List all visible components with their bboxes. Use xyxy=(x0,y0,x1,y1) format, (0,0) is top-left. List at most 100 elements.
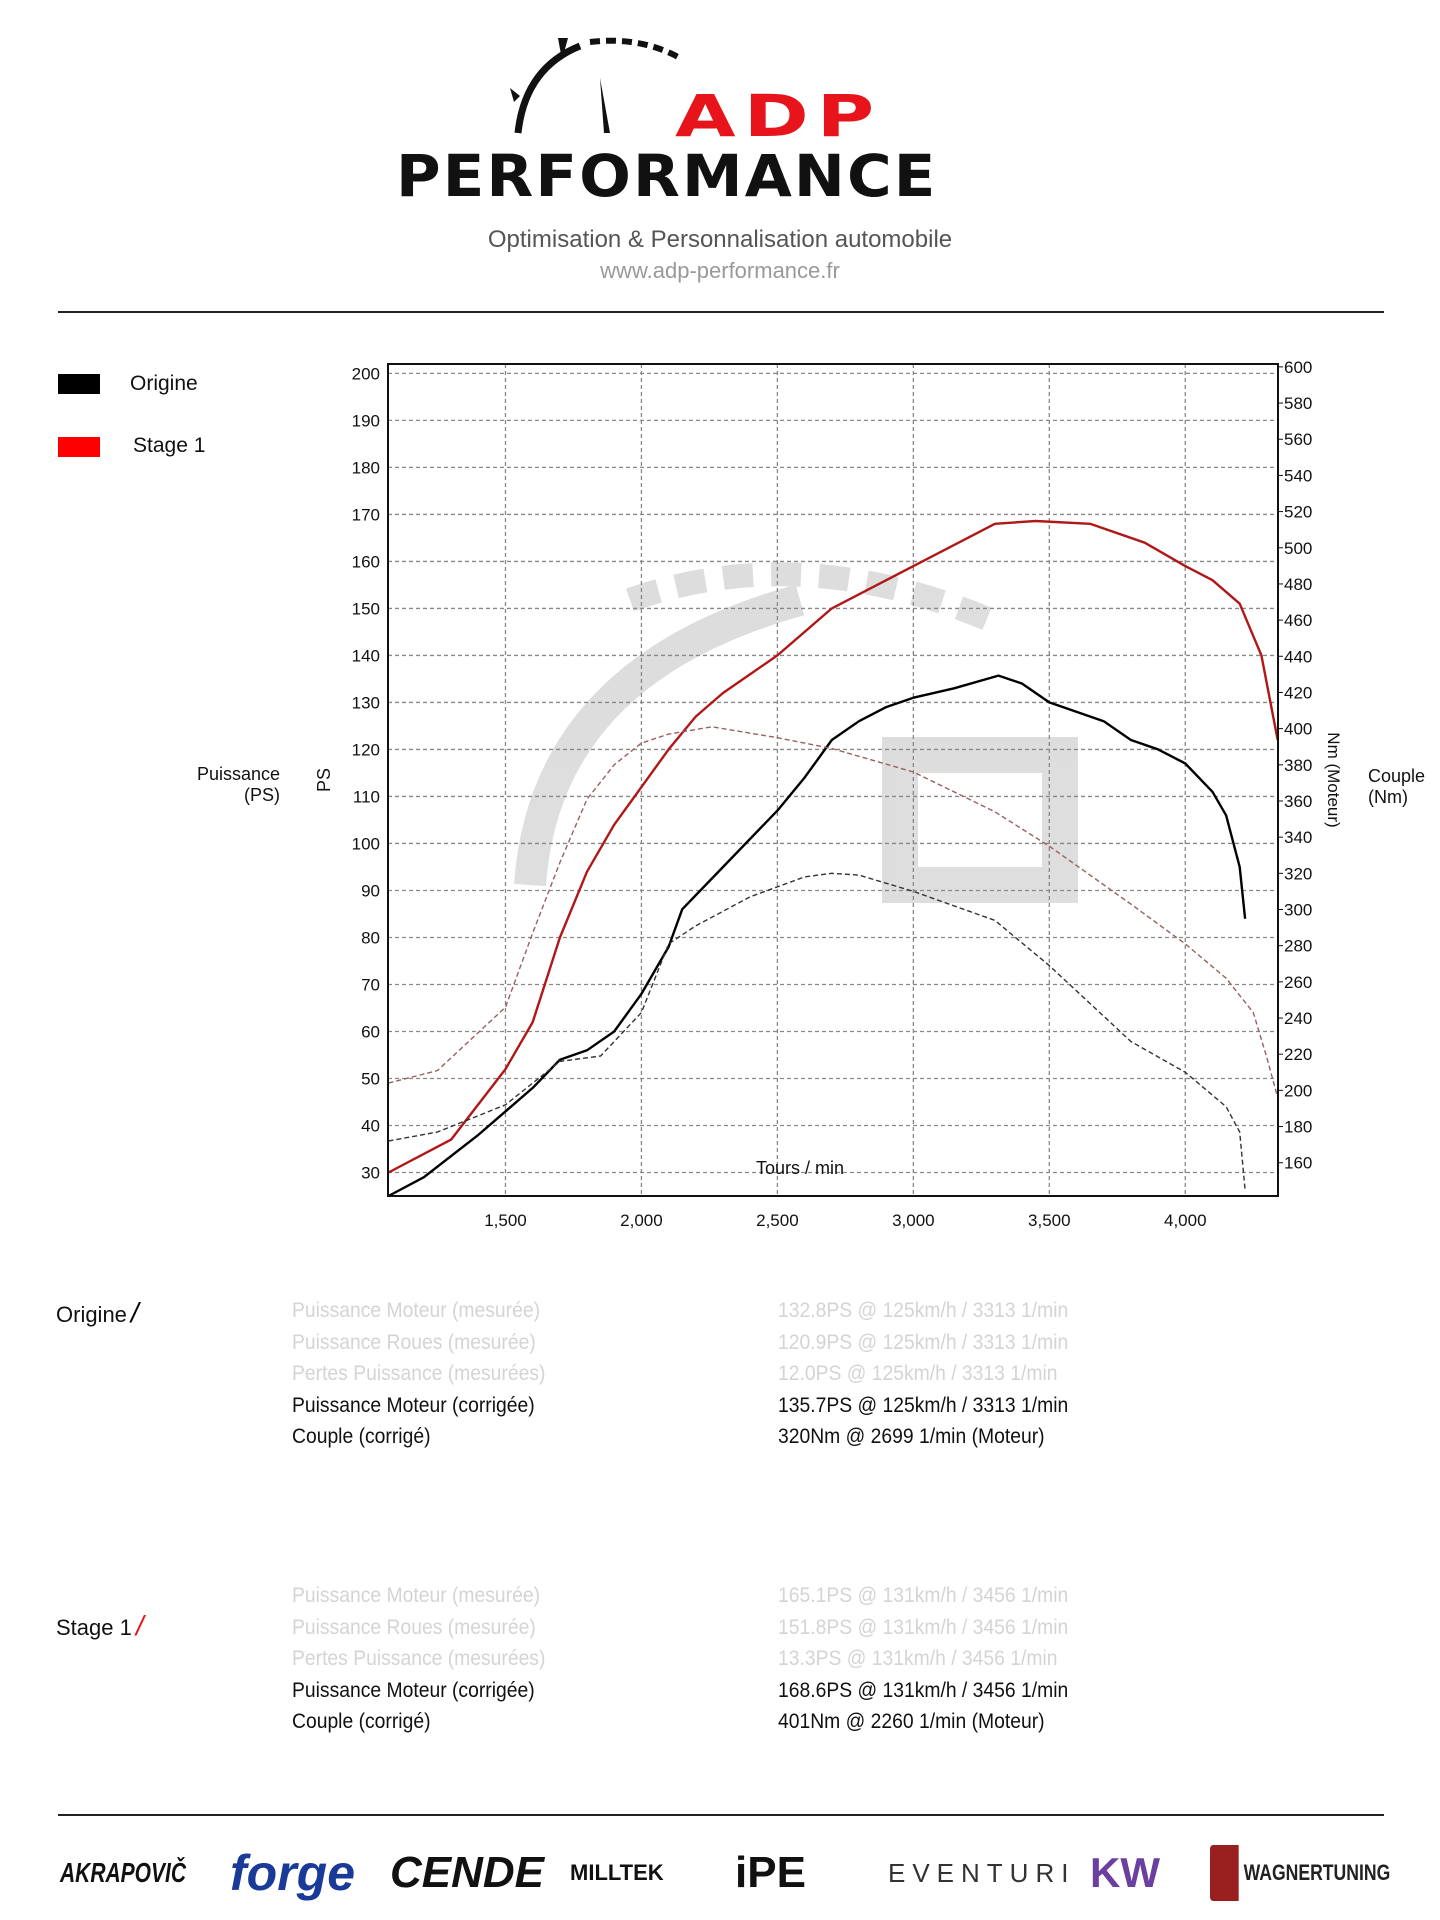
section-name: Origine xyxy=(56,1302,127,1327)
y2-tick-label: 280 xyxy=(1284,937,1312,956)
sponsor-logo: MILLTEK xyxy=(570,1860,664,1885)
legend-swatch-origine xyxy=(58,374,100,394)
sponsor-logo: AKRAPOVIČ xyxy=(60,1857,187,1888)
tagline: Optimisation & Personnalisation automobi… xyxy=(487,226,953,253)
y-tick-label: 190 xyxy=(352,411,380,430)
dyno-chart: 30 40 50 60 70 80 90 100 110 120 130 140 150 160 170 18… xyxy=(314,358,1343,1230)
y2-tick-label: 580 xyxy=(1284,394,1312,413)
power-unit: (PS) xyxy=(244,785,280,805)
series-power-origine xyxy=(387,674,1247,1198)
power-label: Puissance xyxy=(196,764,280,784)
x-tick-label: 3,500 xyxy=(1028,1211,1071,1230)
sponsor-logo: KW xyxy=(1090,1849,1160,1896)
y2-tick-label: 600 xyxy=(1284,358,1312,377)
y2-tick-label: 320 xyxy=(1284,864,1312,883)
result-name: Puissance Roues (mesurée) xyxy=(292,1330,536,1354)
sponsor-logo: iPE xyxy=(735,1848,806,1897)
result-value: 401Nm @ 2260 1/min (Moteur) xyxy=(778,1710,1045,1733)
result-name: Puissance Moteur (mesurée) xyxy=(292,1299,541,1322)
x-tick-label: 2,000 xyxy=(620,1211,663,1230)
y2-tick-label: 560 xyxy=(1284,430,1312,449)
y2-tick-label: 340 xyxy=(1284,828,1312,847)
result-name: Puissance Moteur (corrigée) xyxy=(292,1393,535,1417)
series-power-stage1 xyxy=(387,519,1279,1174)
result-value: 165.1PS @ 131km/h / 3456 1/min xyxy=(778,1584,1069,1607)
plot-frame xyxy=(387,363,1279,1197)
result-name: Puissance Moteur (mesurée) xyxy=(292,1584,541,1607)
y2-tick-label: 360 xyxy=(1284,792,1312,811)
y2-tick-label: 420 xyxy=(1284,683,1312,702)
x-tick-label: 1,500 xyxy=(484,1211,527,1230)
result-name: Couple (corrigé) xyxy=(292,1710,431,1733)
y2-tick-label: 500 xyxy=(1284,539,1312,558)
y2-tick-label: 260 xyxy=(1284,973,1312,992)
y-tick-label: 170 xyxy=(352,505,380,524)
x-tick-label: 2,500 xyxy=(756,1211,799,1230)
y-tick-label: 80 xyxy=(361,928,380,947)
y-tick-label: 50 xyxy=(361,1069,380,1088)
series-torque-origine xyxy=(388,872,1246,1190)
legend-label-origine: Origine xyxy=(130,372,198,395)
x-tick-label: 3,000 xyxy=(892,1211,935,1230)
y2-tick-label: 160 xyxy=(1284,1154,1312,1173)
y-tick-label: 160 xyxy=(352,552,380,571)
legend-label-stage1: Stage 1 xyxy=(133,434,206,457)
y2-tick-label: 240 xyxy=(1284,1009,1312,1028)
y2-tick-label: 220 xyxy=(1284,1045,1312,1064)
y2-tick-label: 440 xyxy=(1284,647,1312,666)
y-tick-label: 60 xyxy=(361,1022,380,1041)
result-name: Puissance Roues (mesurée) xyxy=(292,1615,536,1639)
slash-mark: / xyxy=(135,1610,144,1641)
watermark-logo xyxy=(514,562,1078,903)
y-tick-label: 90 xyxy=(361,881,380,900)
footer-divider xyxy=(58,1814,1384,1816)
header-divider xyxy=(58,311,1384,313)
result-name: Pertes Puissance (mesurées) xyxy=(292,1647,546,1670)
brand-adp: ADP xyxy=(675,82,883,150)
sponsor-logo: EVENTURI xyxy=(888,1857,1076,1888)
y2-tick-label: 480 xyxy=(1284,575,1312,594)
slash-mark: / xyxy=(130,1297,139,1328)
result-section-label: Stage 1/ xyxy=(56,1610,144,1642)
y2-tick-label: 460 xyxy=(1284,611,1312,630)
gauge-logo-icon xyxy=(510,37,682,134)
y-tick-label: 70 xyxy=(361,975,380,994)
y-tick-label: 140 xyxy=(352,646,380,665)
result-section-label: Origine / xyxy=(56,1297,139,1329)
power-side-label: Puissance (PS) xyxy=(170,764,280,806)
y-tick-label: 200 xyxy=(352,364,380,383)
result-value: 132.8PS @ 125km/h / 3313 1/min xyxy=(778,1299,1069,1322)
result-name: Couple (corrigé) xyxy=(292,1425,431,1448)
y2-tick-label: 300 xyxy=(1284,901,1312,920)
legend-swatch-stage1 xyxy=(58,437,100,457)
result-value: 120.9PS @ 125km/h / 3313 1/min xyxy=(778,1330,1069,1354)
y2-tick-label: 540 xyxy=(1284,466,1312,485)
series-torque-stage1 xyxy=(388,726,1279,1098)
result-name: Puissance Moteur (corrigée) xyxy=(292,1678,535,1702)
y-tick-label: 150 xyxy=(352,599,380,618)
y-tick-label: 180 xyxy=(352,458,380,477)
section-name: Stage 1 xyxy=(56,1615,132,1640)
result-value: 13.3PS @ 131km/h / 3456 1/min xyxy=(778,1647,1058,1670)
torque-side-label: Couple (Nm) xyxy=(1368,766,1425,808)
sponsor-logo: CENDE xyxy=(390,1848,545,1897)
x-axis-label: Tours / min xyxy=(756,1158,844,1178)
sponsor-logo: WAGNERTUNING xyxy=(1210,1845,1390,1901)
y-tick-label: 110 xyxy=(353,787,380,806)
y2-tick-label: 200 xyxy=(1284,1081,1312,1100)
result-value: 151.8PS @ 131km/h / 3456 1/min xyxy=(778,1615,1069,1639)
y2-tick-label: 400 xyxy=(1284,720,1312,739)
torque-unit: (Nm) xyxy=(1368,787,1408,807)
website-link[interactable]: www.adp-performance.fr xyxy=(600,258,840,283)
brand-performance: PERFORMANCE xyxy=(396,142,938,210)
torque-label: Couple xyxy=(1368,766,1426,786)
y2-tick-label: 380 xyxy=(1284,756,1312,775)
y2-tick-label: 520 xyxy=(1284,503,1312,522)
y-tick-label: 30 xyxy=(361,1163,380,1182)
y-tick-label: 130 xyxy=(352,693,380,712)
result-value: 12.0PS @ 125km/h / 3313 1/min xyxy=(778,1362,1058,1385)
y2-axis-label: Nm (Moteur) xyxy=(1324,732,1343,827)
x-tick-label: 4,000 xyxy=(1164,1211,1207,1230)
result-name: Pertes Puissance (mesurées) xyxy=(292,1362,546,1385)
y-tick-label: 120 xyxy=(352,740,380,759)
